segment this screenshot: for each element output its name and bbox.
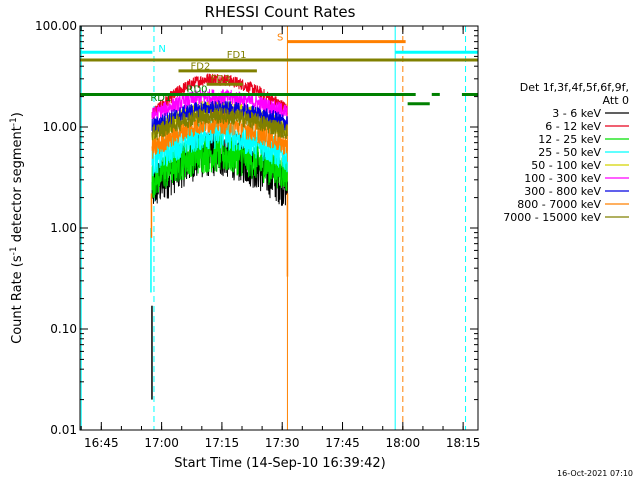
- legend-label-9: 7000 - 15000 keV: [503, 211, 601, 224]
- plot-frame: [79, 25, 479, 431]
- legend-header-line-2: Att 0: [603, 94, 629, 107]
- legend-header-line-1: Det 1f,3f,4f,5f,6f,9f,: [520, 81, 629, 94]
- legend-label-7: 300 - 800 keV: [524, 185, 601, 198]
- x-tick-label-7: 18:15: [446, 436, 481, 450]
- flag-label-fd1: FD1: [227, 50, 247, 61]
- x-tick-label-2: 17:00: [144, 436, 179, 450]
- series-line-6: [151, 89, 288, 122]
- y-tick-label-5: 0.01: [50, 423, 77, 437]
- flag-label-fd2: FD2: [191, 62, 211, 73]
- legend-label-5: 50 - 100 keV: [531, 159, 601, 172]
- legend-label-6: 100 - 300 keV: [524, 172, 601, 185]
- y-tick-label-1: 100.00: [35, 19, 77, 33]
- flag-label-fd3: FD3: [211, 74, 231, 85]
- series-line-3: [151, 133, 288, 199]
- y-tick-label-3: 1.00: [50, 221, 77, 235]
- legend-label-3: 12 - 25 keV: [538, 133, 601, 146]
- x-tick-label-6: 18:00: [386, 436, 421, 450]
- legend-label-4: 25 - 50 keV: [538, 146, 601, 159]
- chart-title: RHESSI Count Rates: [205, 3, 356, 21]
- y-axis-label: Count Rate (s-1 detector segment-1): [9, 112, 25, 344]
- series-line-9: [151, 107, 288, 141]
- flag-label-rd1: RD1: [150, 93, 171, 104]
- timestamp: 16-Oct-2021 07:10: [557, 469, 633, 478]
- legend-label-2: 6 - 12 keV: [545, 120, 601, 133]
- series-line-4: [151, 119, 288, 177]
- flag-label-n: N: [158, 44, 165, 55]
- legend-label-1: 3 - 6 keV: [552, 107, 601, 120]
- y-tick-label-4: 0.10: [50, 322, 77, 336]
- legend: Det 1f,3f,4f,5f,6f,9f, Att 0 3 - 6 keV6 …: [503, 81, 629, 224]
- flag-label-s: S: [277, 32, 283, 43]
- x-tick-label-5: 17:45: [325, 436, 360, 450]
- flag-label-rd0: RD0: [187, 84, 208, 95]
- x-tick-label-4: 17:30: [265, 436, 300, 450]
- x-tick-label-3: 17:15: [205, 436, 240, 450]
- x-axis-label: Start Time (14-Sep-10 16:39:42): [174, 456, 385, 471]
- y-tick-label-2: 10.00: [43, 120, 77, 134]
- legend-label-8: 800 - 7000 keV: [517, 198, 601, 211]
- x-tick-label-1: 16:45: [84, 436, 119, 450]
